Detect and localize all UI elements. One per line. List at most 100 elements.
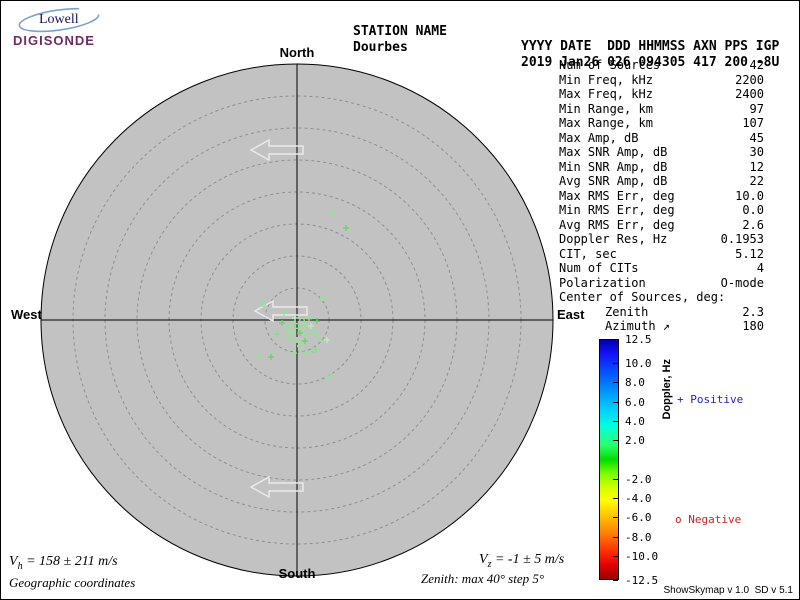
param-value: 2.6	[742, 217, 764, 232]
colorbar-tick-label: -4.0	[625, 492, 652, 506]
param-label: Polarization	[559, 275, 646, 290]
colorbar-axis-label: Doppler, Hz	[661, 359, 673, 420]
param-label: Max SNR Amp, dB	[559, 145, 668, 159]
param-label: Max RMS Err, deg	[559, 188, 675, 203]
param-label: Min SNR Amp, dB	[559, 159, 668, 174]
vz-subscript: z	[487, 558, 492, 570]
param-row: Center of Sources, deg:	[559, 290, 764, 305]
vertical-velocity-text: Vz = -1 ± 5 m/s	[479, 552, 564, 570]
param-label: Max Range, km	[559, 116, 653, 130]
colorbar-tick	[613, 440, 618, 442]
compass-south-label: South	[278, 566, 316, 581]
colorbar-tick	[613, 517, 618, 519]
vh-symbol: V	[9, 554, 18, 569]
param-row: Max RMS Err, deg 10.0	[559, 189, 764, 204]
param-label: Min RMS Err, deg	[559, 203, 675, 217]
param-row: Min RMS Err, deg 0.0	[559, 203, 764, 218]
param-value: 107	[742, 116, 764, 130]
param-label: Min Freq, kHz	[559, 72, 653, 87]
colorbar-tick	[613, 536, 618, 538]
logo-swoosh-icon	[18, 7, 100, 33]
param-label: Center of Sources, deg:	[559, 290, 726, 304]
colorbar-tick-label: -12.5	[625, 574, 659, 587]
param-row: Min SNR Amp, dB 12	[559, 160, 764, 175]
drift-arrow-icons	[249, 138, 308, 499]
param-value: 5.12	[735, 246, 764, 261]
zenith-range-note: Zenith: max 40° step 5°	[421, 571, 545, 586]
param-label: Num of Sources	[559, 58, 661, 72]
param-value: 180	[742, 319, 764, 333]
param-row: Max Range, km 107	[559, 116, 764, 131]
param-value: 22	[749, 174, 764, 188]
doppler-colorbar	[599, 339, 619, 580]
legend-positive: + Positive	[677, 393, 744, 406]
colorbar-tick-label: -6.0	[625, 511, 652, 525]
colorbar-tick	[613, 339, 618, 340]
param-value: 30	[749, 145, 764, 159]
param-label: Max Freq, kHz	[559, 87, 653, 101]
param-row: Polarization O-mode	[559, 276, 764, 291]
param-row: Zenith 2.3	[559, 305, 764, 320]
colorbar-tick-label: -8.0	[625, 530, 652, 544]
lowell-digisonde-logo: Lowell DIGISONDE	[11, 7, 141, 53]
datetime-fields-value: 2019 Jan26 026 094305 417 200 -8U	[521, 55, 780, 70]
colorbar-tick-label: 6.0	[625, 395, 645, 409]
param-value: 12	[749, 159, 764, 174]
compass-west-label: West	[11, 307, 42, 322]
compass-north-label: North	[279, 45, 315, 60]
colorbar-tick	[613, 555, 618, 557]
param-label: Num of CITs	[559, 261, 639, 275]
logo-lowell-text: Lowell	[39, 12, 79, 27]
colorbar-tick-label: 2.0	[625, 434, 645, 448]
param-label: CIT, sec	[559, 246, 617, 261]
station-name-label: STATION NAME	[353, 24, 447, 39]
param-row: Doppler Res, Hz 0.1953	[559, 232, 764, 247]
header-labels-row: STATION NAME YYYY DATE DDD HHMMSS AXN PP…	[1, 9, 799, 69]
colorbar-tick-label: 10.0	[625, 357, 652, 371]
station-name-value: Dourbes	[353, 40, 408, 55]
colorbar-tick	[613, 401, 618, 403]
param-value: 2200	[735, 72, 764, 87]
param-row: Avg SNR Amp, dB 22	[559, 174, 764, 189]
colorbar-tick	[613, 580, 618, 581]
param-row: Avg RMS Err, deg 2.6	[559, 218, 764, 233]
vh-value: = 158 ± 211 m/s	[22, 554, 118, 569]
param-row: Num of Sources 42	[559, 58, 764, 73]
param-label: Zenith	[605, 304, 649, 319]
param-row: Max Freq, kHz 2400	[559, 87, 764, 102]
colorbar-tick-label: 8.0	[625, 376, 645, 390]
vh-subscript: h	[17, 560, 23, 572]
param-row: Azimuth ↗ 180	[559, 319, 764, 334]
colorbar-tick-label: 4.0	[625, 414, 645, 428]
logo-digisonde-text: DIGISONDE	[13, 33, 95, 48]
horizontal-velocity-text: Vh = 158 ± 211 m/s	[9, 554, 118, 572]
param-value: O-mode	[720, 275, 764, 290]
param-value: 10.0	[735, 188, 764, 203]
param-value: 0.0	[742, 203, 764, 217]
measurement-parameters-list: Num of Sources 42 Min Freq, kHz 2200 Max Fre…	[559, 58, 764, 334]
vz-value: = -1 ± 5 m/s	[491, 552, 565, 567]
colorbar-tick	[613, 382, 618, 384]
param-label: Avg RMS Err, deg	[559, 217, 675, 232]
param-value: 2400	[735, 87, 764, 101]
colorbar-tick-label: 12.5	[625, 333, 652, 346]
colorbar-tick-label: -2.0	[625, 472, 652, 486]
param-label: Avg SNR Amp, dB	[559, 174, 668, 188]
program-version-text: ShowSkymap v 1.0 SD v 5.1	[663, 585, 793, 596]
datetime-fields-label: YYYY DATE DDD HHMMSS AXN PPS IGP	[521, 39, 780, 54]
colorbar-tick	[613, 498, 618, 500]
param-value: 0.1953	[720, 232, 764, 246]
param-row: CIT, sec 5.12	[559, 247, 764, 262]
param-label: Doppler Res, Hz	[559, 232, 668, 246]
header-values-row: Dourbes 2019 Jan26 026 094305 417 200 -8…	[1, 25, 799, 85]
param-row: Max SNR Amp, dB 30	[559, 145, 764, 160]
colorbar-tick	[613, 478, 618, 480]
param-label: Min Range, km	[559, 101, 653, 116]
colorbar-tick-label: -10.0	[625, 549, 659, 563]
param-value: 97	[749, 101, 764, 116]
vz-symbol: V	[479, 552, 488, 567]
colorbar-tick	[613, 420, 618, 422]
param-row: Min Freq, kHz 2200	[559, 73, 764, 88]
